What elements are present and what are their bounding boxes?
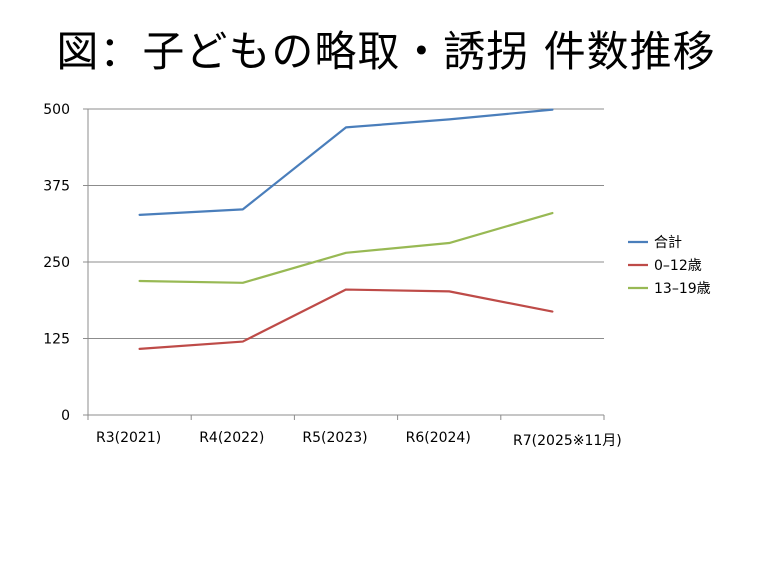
series-line-0 (138, 108, 554, 216)
y-tick-label: 0 (61, 408, 70, 424)
series-line-1 (138, 288, 554, 351)
series-line-2 (138, 211, 554, 284)
legend: 合計 0–12歳 13–19歳 (628, 235, 711, 297)
axes (83, 108, 605, 420)
gridlines (88, 108, 604, 339)
series-lines (138, 108, 554, 351)
x-tick-label: R7(2025※11月) (513, 433, 622, 449)
legend-label: 合計 (654, 235, 682, 251)
x-tick-label: R6(2024) (406, 430, 471, 446)
x-tick-labels: R3(2021) R4(2022) R5(2023) R6(2024) R7(2025※… (96, 430, 622, 449)
y-tick-label: 500 (43, 102, 70, 118)
x-tick-label: R4(2022) (199, 430, 264, 446)
legend-label: 0–12歳 (654, 258, 702, 274)
y-tick-label: 125 (43, 332, 70, 348)
legend-label: 13–19歳 (654, 281, 711, 297)
y-tick-label: 250 (43, 255, 70, 271)
y-tick-labels: 0 125 250 375 500 (43, 102, 70, 424)
chart-title: 図：子どもの略取・誘拐 件数推移 (56, 27, 716, 76)
x-tick-label: R5(2023) (302, 430, 367, 446)
y-tick-label: 375 (43, 179, 70, 195)
x-tick-label: R3(2021) (96, 430, 161, 446)
